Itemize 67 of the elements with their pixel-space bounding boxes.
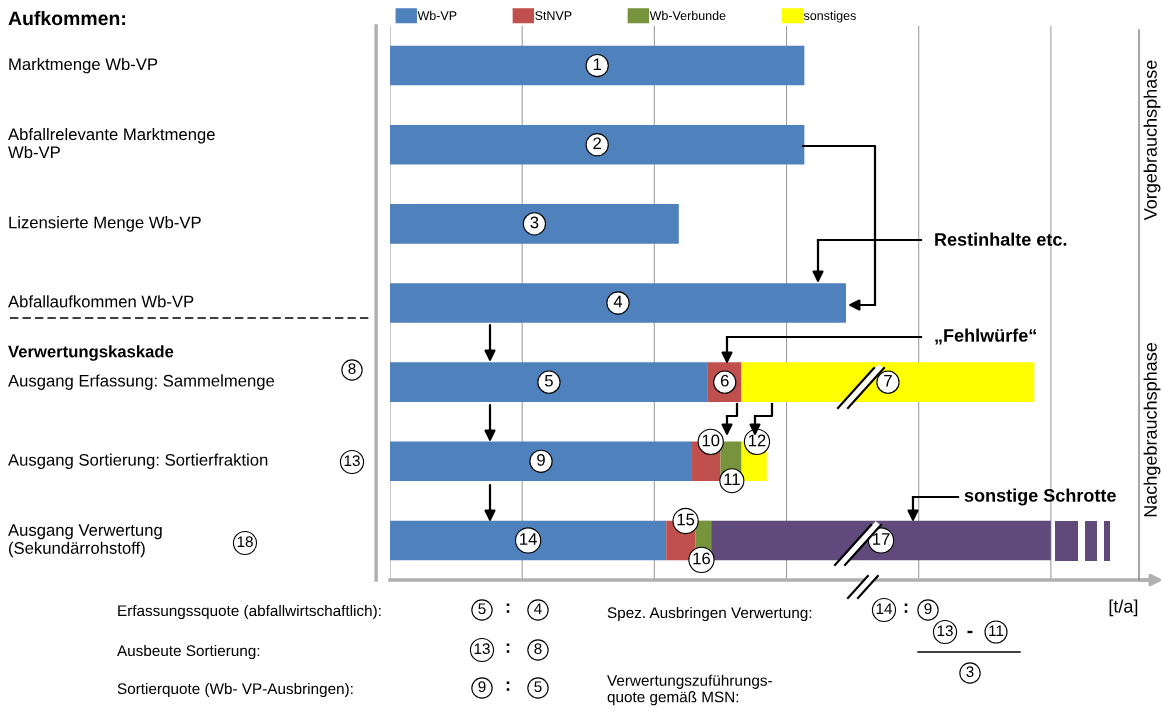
bar bbox=[390, 520, 667, 561]
annotation: 4 bbox=[613, 295, 623, 308]
text: Verwertungskaskade bbox=[8, 345, 174, 361]
annotation: 15 bbox=[677, 513, 695, 526]
legend-label: sonstiges bbox=[803, 10, 856, 23]
text: Verwertungszuführungs- quote gemäß MSN: bbox=[607, 674, 772, 706]
text: 5 bbox=[534, 681, 542, 693]
text: : bbox=[506, 643, 510, 653]
text: - bbox=[967, 630, 973, 634]
y-tick-label: Ausgang Sortierung: Sortierfraktion bbox=[8, 453, 268, 470]
bar bbox=[390, 204, 679, 244]
annotation: „Fehlwürfe“ bbox=[935, 328, 1036, 345]
annotation: Restinhalte etc. bbox=[935, 232, 1067, 246]
annotation: 11 bbox=[724, 473, 740, 486]
annotation: 5 bbox=[544, 374, 553, 387]
annotation: 7 bbox=[884, 374, 892, 387]
annotation: 14 bbox=[520, 533, 537, 545]
x-axis-title: [t/a] bbox=[1109, 599, 1138, 617]
text: Ausbeute Sortierung: bbox=[117, 644, 260, 660]
annotation: 16 bbox=[693, 552, 710, 565]
y-tick-label: Lizensierte Menge Wb-VP bbox=[9, 216, 201, 232]
text: : bbox=[904, 603, 908, 613]
bar bbox=[741, 362, 1035, 402]
y-tick-label: Marktmenge Wb-VP bbox=[9, 57, 158, 74]
bar bbox=[390, 362, 708, 402]
text: Spez. Ausbringen Verwertung: bbox=[607, 606, 812, 622]
text: 8 bbox=[534, 643, 542, 655]
bar bbox=[711, 520, 1051, 561]
annotation: 6 bbox=[720, 374, 729, 387]
text: Vorgebrauchsphase bbox=[1143, 60, 1161, 221]
bar bbox=[390, 124, 805, 165]
bar bbox=[390, 441, 693, 482]
text: 9 bbox=[924, 603, 932, 615]
text: Aufkommen: bbox=[8, 10, 125, 26]
y-tick-label: Abfallaufkommen Wb-VP bbox=[8, 295, 194, 308]
y-tick-label: Abfallrelevante Marktmenge Wb-VP bbox=[8, 127, 215, 159]
text: 13 bbox=[474, 643, 490, 655]
text: : bbox=[506, 603, 510, 613]
text: Erfassungssquote (abfallwirtschaftlich): bbox=[118, 604, 381, 620]
legend-label: Wb-VP bbox=[417, 10, 457, 21]
y-tick-label: Ausgang Erfassung: Sammelmenge bbox=[8, 374, 275, 390]
text: 13 bbox=[344, 455, 360, 467]
text: 3 bbox=[966, 666, 974, 678]
annotation: sonstige Schrotte bbox=[964, 488, 1116, 506]
annotation: 17 bbox=[873, 533, 890, 545]
text: 9 bbox=[478, 681, 486, 693]
bar bbox=[390, 45, 805, 86]
bar bbox=[390, 283, 846, 323]
text: Sortierquote (Wb- VP-Ausbringen): bbox=[117, 682, 353, 698]
y-tick-label: Ausgang Verwertung (Sekundärrohstoff) bbox=[8, 524, 162, 558]
annotation: 10 bbox=[702, 434, 720, 447]
annotation: 3 bbox=[530, 216, 539, 229]
text: 18 bbox=[237, 536, 253, 548]
legend-label: StNVP bbox=[535, 11, 572, 21]
text: 4 bbox=[534, 603, 542, 614]
text: 11 bbox=[989, 625, 1004, 636]
annotation: 12 bbox=[748, 434, 766, 447]
legend-label: Wb-Verbunde bbox=[649, 10, 726, 21]
text: 5 bbox=[478, 603, 486, 615]
annotation: 2 bbox=[593, 137, 601, 150]
annotation: 9 bbox=[537, 453, 545, 466]
text: 13 bbox=[937, 625, 953, 637]
text: Nachgebrauchsphase bbox=[1143, 342, 1161, 517]
text: 14 bbox=[876, 603, 893, 614]
text: 8 bbox=[348, 363, 356, 375]
annotation: 1 bbox=[593, 58, 601, 70]
text: : bbox=[506, 681, 510, 691]
